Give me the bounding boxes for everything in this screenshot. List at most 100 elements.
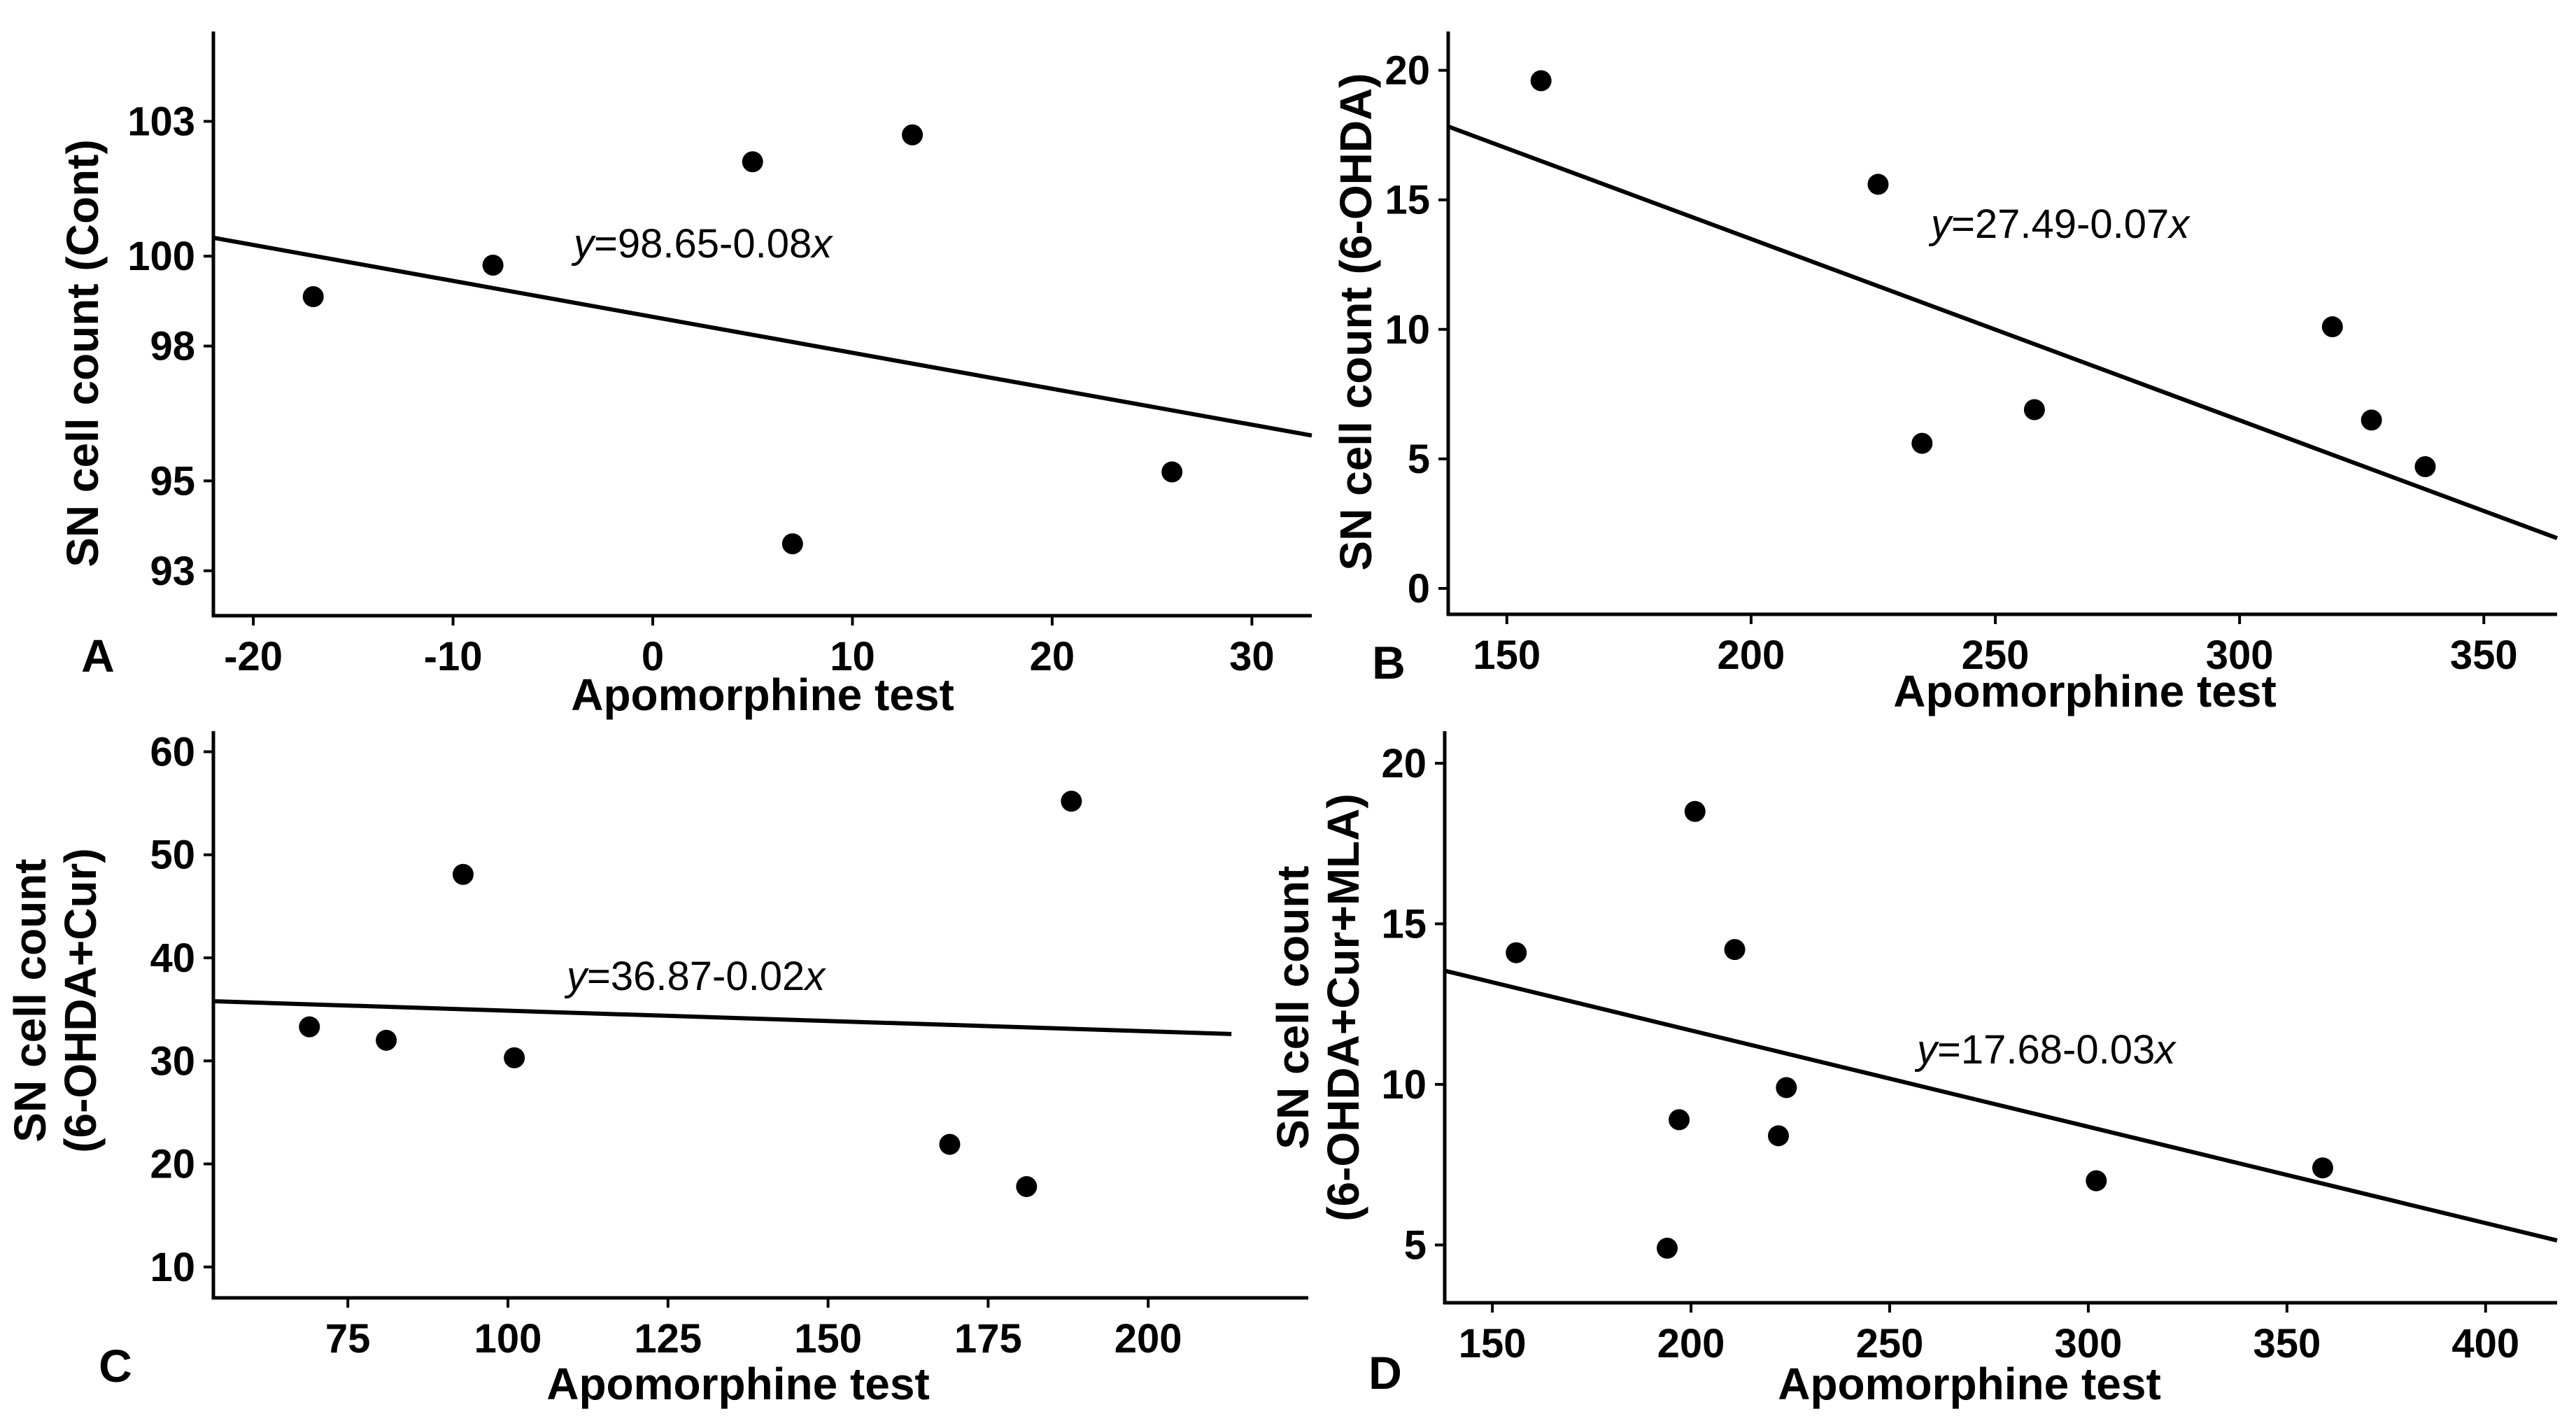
y-tick-label: 20: [150, 1142, 195, 1187]
equation-expression: =27.49-0.07: [1951, 202, 2169, 247]
data-point: [1867, 174, 1889, 195]
regression-line: [1447, 125, 2559, 540]
y-tick-label: 20: [1381, 741, 1427, 786]
data-point: [1911, 432, 1933, 454]
panel-b: 150 200 250 300 350 0 5 10 15 20 y=27.49-0.07x Apom…: [1331, 31, 2559, 716]
y-tick-label: 60: [150, 729, 195, 775]
y-tick-label: 15: [1381, 901, 1427, 947]
data-point: [504, 1047, 525, 1068]
data-point: [452, 863, 474, 885]
data-point: [2321, 316, 2343, 338]
data-point: [302, 285, 324, 307]
data-point: [2086, 1170, 2107, 1192]
y-tick-label: 50: [150, 833, 195, 878]
data-point: [2023, 399, 2045, 420]
panel-letter: A: [81, 630, 115, 681]
y-tick-label: 10: [1381, 1062, 1427, 1108]
data-point: [2312, 1157, 2333, 1179]
panel-a: -20 -10 0 10 20 30 93 95 98 100 103 y=98.65-0.08x Ap…: [57, 31, 1312, 720]
equation-y-var: y: [564, 954, 589, 999]
equation-expression: =36.87-0.02: [587, 954, 805, 999]
equation-x-var: x: [802, 954, 826, 999]
equation-y-var: y: [1928, 202, 1953, 247]
y-axis-title: SN cell count(6-OHDA+Cur+MLA): [1268, 793, 1368, 1222]
x-tick-label: 200: [1114, 1316, 1182, 1362]
x-axis-title: Apomorphine test: [546, 1359, 930, 1409]
data-point: [742, 151, 763, 173]
y-tick-label: 95: [150, 458, 195, 504]
equation-x-var: x: [2167, 202, 2191, 247]
regression-equation: y=98.65-0.08x: [571, 221, 833, 267]
data-point: [2361, 409, 2382, 431]
panel-letter: D: [1368, 1347, 1402, 1399]
x-tick-label: 150: [1473, 632, 1541, 678]
x-tick-label: 300: [2055, 1321, 2123, 1366]
x-tick-label: 75: [325, 1316, 371, 1362]
x-tick-label: -20: [224, 634, 283, 679]
y-axis-title-line: SN cell count: [5, 858, 55, 1142]
x-tick-label: 0: [642, 634, 664, 679]
panel-c: 75 100 125 150 175 200 10 20 30 40 50 60 y=36.87-0.0…: [5, 729, 1308, 1409]
y-tick-label: 100: [127, 234, 195, 279]
regression-line: [1444, 968, 2558, 1243]
y-tick-label: 98: [150, 324, 195, 369]
data-point: [1061, 791, 1082, 812]
y-axis-title: SN cell count (6-OHDA): [1331, 73, 1381, 570]
y-tick-label: 103: [127, 99, 195, 144]
equation-y-var: y: [1914, 1027, 1939, 1073]
data-point: [1161, 461, 1183, 483]
x-tick-label: 150: [1459, 1321, 1527, 1366]
panel-letter: B: [1372, 637, 1406, 688]
data-point: [2414, 455, 2436, 477]
x-tick-label: 350: [2450, 632, 2518, 678]
regression-line: [213, 999, 1232, 1036]
y-axis-title-line: (6-OHDA+Cur+MLA): [1318, 793, 1368, 1222]
equation-y-var: y: [571, 221, 596, 267]
data-point: [1506, 942, 1527, 963]
data-point: [1684, 800, 1706, 822]
regression-equation: y=36.87-0.02x: [564, 954, 826, 999]
data-point: [1768, 1125, 1789, 1147]
x-tick-label: 175: [954, 1316, 1022, 1362]
data-point: [1016, 1175, 1038, 1197]
equation-expression: =17.68-0.03: [1937, 1027, 2155, 1073]
y-tick-label: 20: [1385, 48, 1430, 94]
x-tick-label: 250: [1962, 632, 2030, 678]
equation-expression: =98.65-0.08: [594, 221, 812, 267]
x-tick-label: 150: [794, 1316, 862, 1362]
data-point: [1657, 1237, 1678, 1259]
data-point: [902, 124, 923, 146]
y-tick-label: 10: [150, 1245, 195, 1290]
regression-equation: y=17.68-0.03x: [1914, 1027, 2177, 1073]
y-tick-label: 15: [1385, 178, 1430, 223]
data-point: [1530, 70, 1552, 92]
y-tick-label: 5: [1404, 1222, 1427, 1268]
y-axis-title: SN cell count(6-OHDA+Cur): [5, 848, 106, 1153]
data-point: [939, 1133, 961, 1155]
regression-equation: y=27.49-0.07x: [1928, 202, 2191, 247]
equation-x-var: x: [809, 221, 833, 267]
x-tick-label: 350: [2253, 1321, 2321, 1366]
x-tick-label: 200: [1718, 632, 1785, 678]
y-axis-title: SN cell count (Cont): [57, 139, 108, 567]
x-tick-label: 400: [2451, 1321, 2519, 1366]
equation-x-var: x: [2153, 1027, 2177, 1073]
data-point: [781, 533, 803, 555]
data-point: [1724, 939, 1746, 961]
data-point: [482, 255, 504, 276]
y-axis-title-line: SN cell count: [1268, 865, 1318, 1149]
x-tick-label: 20: [1030, 634, 1075, 679]
x-tick-label: 300: [2206, 632, 2274, 678]
y-axis-title-line: (6-OHDA+Cur): [55, 848, 106, 1153]
x-axis-title: Apomorphine test: [1893, 666, 2277, 716]
data-point: [299, 1016, 320, 1038]
y-tick-label: 5: [1408, 437, 1430, 482]
y-tick-label: 0: [1408, 566, 1430, 612]
panel-letter: C: [99, 1340, 132, 1392]
x-tick-label: 100: [474, 1316, 542, 1362]
data-point: [1776, 1077, 1797, 1098]
y-tick-label: 40: [150, 935, 195, 981]
y-tick-label: 30: [150, 1038, 195, 1084]
x-axis-title: Apomorphine test: [571, 670, 954, 720]
